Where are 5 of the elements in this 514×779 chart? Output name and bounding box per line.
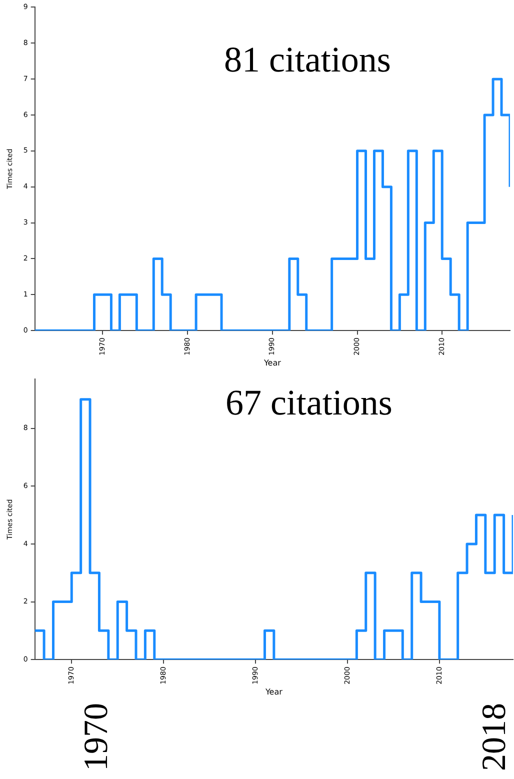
x-axis-title: Year — [264, 687, 284, 696]
chart-title: 67 citations — [225, 382, 392, 423]
text: 2018 — [476, 703, 513, 771]
x-axis-title: Year — [262, 358, 282, 368]
text: 81 citations — [224, 40, 391, 80]
